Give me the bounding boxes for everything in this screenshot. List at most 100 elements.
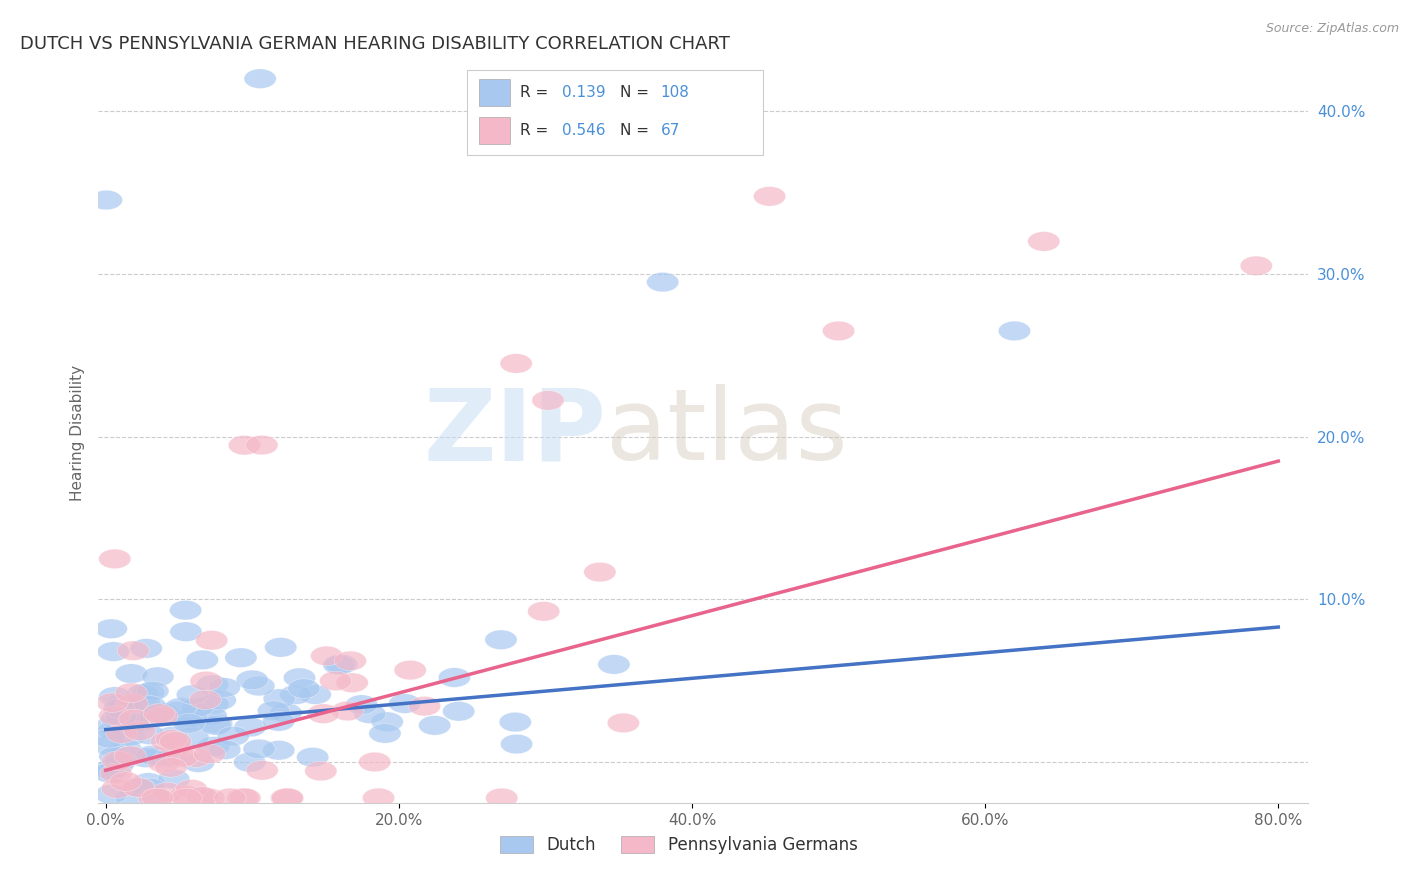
Ellipse shape [336,673,368,692]
Ellipse shape [103,698,135,718]
Ellipse shape [598,655,630,674]
Ellipse shape [408,697,440,716]
Ellipse shape [131,639,162,658]
Ellipse shape [233,717,266,737]
Ellipse shape [280,685,312,705]
FancyBboxPatch shape [479,117,509,144]
Text: Source: ZipAtlas.com: Source: ZipAtlas.com [1265,22,1399,36]
Ellipse shape [394,660,426,680]
Ellipse shape [155,747,187,767]
Ellipse shape [165,698,197,717]
Ellipse shape [188,690,221,709]
Ellipse shape [166,747,198,767]
Ellipse shape [186,789,218,807]
Ellipse shape [101,779,134,798]
Ellipse shape [132,772,165,792]
Ellipse shape [263,712,295,731]
Ellipse shape [1028,232,1060,252]
Text: ZIP: ZIP [423,384,606,481]
Ellipse shape [823,321,855,341]
Ellipse shape [173,714,205,733]
Ellipse shape [115,664,148,683]
Ellipse shape [148,703,180,723]
Ellipse shape [183,753,215,772]
Ellipse shape [110,697,142,716]
Ellipse shape [98,706,131,725]
Ellipse shape [243,739,276,759]
Ellipse shape [124,721,156,740]
Ellipse shape [170,622,202,641]
Ellipse shape [107,707,139,727]
Ellipse shape [159,731,191,751]
Ellipse shape [1240,256,1272,276]
Ellipse shape [225,648,257,667]
Ellipse shape [132,683,165,703]
Ellipse shape [527,601,560,621]
Ellipse shape [217,726,249,746]
Ellipse shape [195,631,228,650]
Ellipse shape [112,717,145,737]
Ellipse shape [105,694,138,714]
Ellipse shape [299,685,332,705]
Ellipse shape [246,435,278,455]
Ellipse shape [323,655,356,674]
Ellipse shape [439,668,471,687]
Ellipse shape [288,679,321,698]
Ellipse shape [368,723,401,743]
Ellipse shape [180,747,212,767]
Ellipse shape [332,701,364,721]
Ellipse shape [107,701,139,721]
Ellipse shape [97,721,129,739]
Ellipse shape [233,753,266,772]
Ellipse shape [243,676,276,696]
Ellipse shape [100,709,132,729]
Ellipse shape [114,698,146,717]
Text: atlas: atlas [606,384,848,481]
Ellipse shape [998,321,1031,341]
Ellipse shape [174,712,207,731]
Ellipse shape [193,789,225,807]
Text: R =: R = [520,86,554,100]
Ellipse shape [485,789,517,807]
Ellipse shape [194,744,225,764]
Ellipse shape [501,354,533,373]
Ellipse shape [117,641,149,660]
Ellipse shape [101,751,134,771]
Ellipse shape [96,785,128,804]
Ellipse shape [246,761,278,780]
Ellipse shape [359,752,391,772]
Ellipse shape [134,778,166,797]
Ellipse shape [214,789,246,807]
Ellipse shape [150,731,183,751]
Ellipse shape [156,730,188,749]
Ellipse shape [118,709,150,729]
Ellipse shape [204,690,236,710]
Ellipse shape [531,391,564,410]
Ellipse shape [419,715,451,735]
Ellipse shape [136,746,167,765]
Ellipse shape [110,772,142,791]
Ellipse shape [228,435,260,455]
Ellipse shape [91,736,124,755]
Ellipse shape [93,729,125,748]
Ellipse shape [127,684,159,704]
Ellipse shape [115,683,148,703]
Ellipse shape [117,694,148,714]
Ellipse shape [236,670,269,690]
Ellipse shape [142,789,173,807]
Ellipse shape [319,671,352,690]
Ellipse shape [229,789,262,807]
Ellipse shape [271,789,304,807]
Ellipse shape [297,747,329,767]
Ellipse shape [115,746,148,765]
Ellipse shape [443,701,475,721]
Ellipse shape [186,787,218,806]
Ellipse shape [583,562,616,582]
Ellipse shape [122,778,155,797]
Text: DUTCH VS PENNSYLVANIA GERMAN HEARING DISABILITY CORRELATION CHART: DUTCH VS PENNSYLVANIA GERMAN HEARING DIS… [20,35,730,53]
Ellipse shape [270,789,302,807]
Ellipse shape [138,789,170,807]
Ellipse shape [105,723,138,743]
Ellipse shape [186,650,218,670]
Ellipse shape [208,740,240,759]
